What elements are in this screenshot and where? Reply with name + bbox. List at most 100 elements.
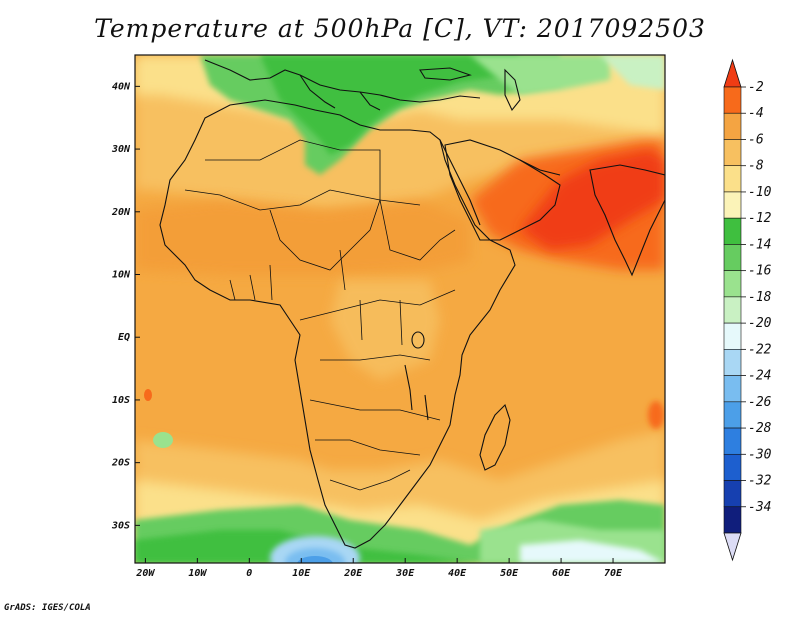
colorbar-swatch bbox=[723, 296, 742, 324]
cold-pocket-blue bbox=[285, 548, 345, 563]
lat-tick-label: 30N bbox=[111, 144, 131, 155]
lat-tick-label: 10S bbox=[112, 395, 130, 406]
colorbar-top-triangle bbox=[723, 58, 742, 88]
lon-tick-label: 40E bbox=[448, 568, 467, 579]
caspian-coastline bbox=[504, 68, 521, 112]
lon-tick-label: 70E bbox=[604, 568, 623, 579]
lon-tick-label: 20W bbox=[135, 568, 155, 579]
longitude-axis: 20W 10W 0 10E 20E 30E 40E 50E 60E 70E bbox=[135, 558, 623, 579]
lat-tick-label: 30S bbox=[111, 520, 130, 531]
colorbar-swatch bbox=[723, 217, 742, 245]
colorbar-swatch bbox=[723, 139, 742, 167]
border-chad-sudan bbox=[269, 199, 381, 271]
black-sea-coastline bbox=[419, 67, 472, 81]
lake-tanganyika bbox=[404, 364, 413, 411]
india-coastline bbox=[589, 164, 665, 277]
colorbar-swatch bbox=[723, 112, 742, 140]
border-south-central bbox=[309, 399, 441, 421]
colorbar-swatch bbox=[723, 349, 742, 376]
colorbar-swatch bbox=[723, 375, 742, 403]
border-central bbox=[299, 289, 456, 321]
border-southern bbox=[315, 439, 421, 456]
border-east bbox=[339, 249, 403, 346]
lon-tick-label: 10W bbox=[188, 568, 207, 579]
colorbar-swatch bbox=[723, 165, 742, 193]
colorbar-label: -32 bbox=[748, 474, 772, 489]
zone-red-hotspot bbox=[520, 150, 665, 250]
zone-pale-cyan-se bbox=[520, 540, 665, 563]
colorbar-label: -10 bbox=[748, 185, 772, 200]
border-south-africa bbox=[329, 469, 411, 491]
colorbar: -2 -4 -6 -8 -10 -12 -14 -16 -18 -20 -22 -24 -26 -28 -3… bbox=[723, 58, 772, 562]
colorbar-swatch bbox=[723, 506, 742, 534]
colorbar-label: -16 bbox=[748, 264, 772, 279]
europe-coastline bbox=[204, 59, 481, 103]
colorbar-swatch bbox=[723, 453, 742, 481]
colorbar-swatch bbox=[723, 322, 742, 350]
red-sea-coastline bbox=[439, 139, 481, 226]
red-spot-indian-ocean bbox=[648, 401, 664, 429]
lat-tick-label: 40N bbox=[112, 81, 131, 92]
credit-text: GrADS: IGES/COLA bbox=[4, 603, 91, 613]
madagascar-coastline bbox=[479, 403, 511, 471]
persian-gulf-coastline bbox=[519, 159, 561, 176]
temperature-field bbox=[135, 55, 665, 563]
colorbar-swatch bbox=[723, 270, 742, 298]
colorbar-label: -2 bbox=[748, 80, 764, 95]
lon-tick-label: 10E bbox=[292, 568, 311, 579]
colorbar-label: -18 bbox=[748, 290, 772, 305]
lon-tick-label: 20E bbox=[343, 568, 363, 579]
map-title: Temperature at 500hPa [C], VT: 201709250… bbox=[94, 14, 706, 43]
colorbar-label: -14 bbox=[748, 237, 771, 252]
zone-pale-green-ne bbox=[600, 55, 665, 90]
africa-coastline bbox=[159, 99, 516, 549]
zone-central-africa bbox=[330, 280, 440, 380]
colorbar-swatch bbox=[723, 244, 742, 271]
colorbar-label: -24 bbox=[748, 369, 771, 384]
colorbar-label: -12 bbox=[748, 211, 772, 226]
colorbar-label: -4 bbox=[748, 106, 764, 121]
lon-tick-label: 50E bbox=[500, 568, 519, 579]
colorbar-swatch bbox=[723, 480, 742, 508]
lon-tick-label: 60E bbox=[552, 568, 571, 579]
cold-pocket-deep-blue bbox=[297, 556, 333, 563]
colorbar-bottom-triangle bbox=[723, 532, 742, 562]
lat-tick-label: 20S bbox=[111, 458, 130, 469]
colorbar-swatch bbox=[723, 427, 742, 455]
colorbar-label: -8 bbox=[748, 159, 764, 174]
zone-dark-green-mediterranean bbox=[260, 55, 520, 155]
colorbar-label: -6 bbox=[748, 132, 764, 147]
lat-tick-label: 20N bbox=[111, 207, 131, 218]
lon-tick-label: 30E bbox=[395, 568, 415, 579]
latitude-axis: 40N 30N 20N 10N EQ 10S 20S 30S bbox=[111, 81, 140, 531]
zone-equatorial-band bbox=[135, 200, 470, 275]
arabia-coastline bbox=[444, 139, 561, 241]
colorbar-label: -22 bbox=[748, 342, 772, 357]
colorbar-swatch bbox=[723, 191, 742, 219]
coastlines bbox=[159, 59, 665, 549]
colorbar-label: -30 bbox=[748, 447, 772, 462]
border-sudan bbox=[379, 199, 456, 261]
colorbar-label: -34 bbox=[748, 500, 771, 515]
lat-tick-label: EQ bbox=[118, 332, 130, 343]
lat-tick-label: 10N bbox=[112, 270, 131, 281]
lon-tick-label: 0 bbox=[246, 568, 252, 579]
red-spot-atlantic bbox=[144, 389, 152, 401]
lake-victoria bbox=[411, 331, 425, 349]
colorbar-swatch bbox=[723, 86, 742, 114]
border-congo bbox=[320, 354, 431, 361]
italy-coastline bbox=[299, 74, 336, 109]
colorbar-label: -28 bbox=[748, 421, 772, 436]
plot-frame bbox=[134, 54, 666, 564]
border-west-africa bbox=[229, 264, 273, 301]
greece-coastline bbox=[359, 91, 381, 111]
country-borders bbox=[184, 139, 456, 491]
colorbar-label: -20 bbox=[748, 316, 772, 331]
border-sahel bbox=[184, 189, 381, 211]
green-spot-atlantic bbox=[153, 432, 173, 448]
lake-malawi bbox=[424, 394, 429, 421]
colorbar-swatch bbox=[723, 401, 742, 429]
zone-light-green-caspian bbox=[470, 55, 610, 95]
colorbar-label: -26 bbox=[748, 395, 772, 410]
